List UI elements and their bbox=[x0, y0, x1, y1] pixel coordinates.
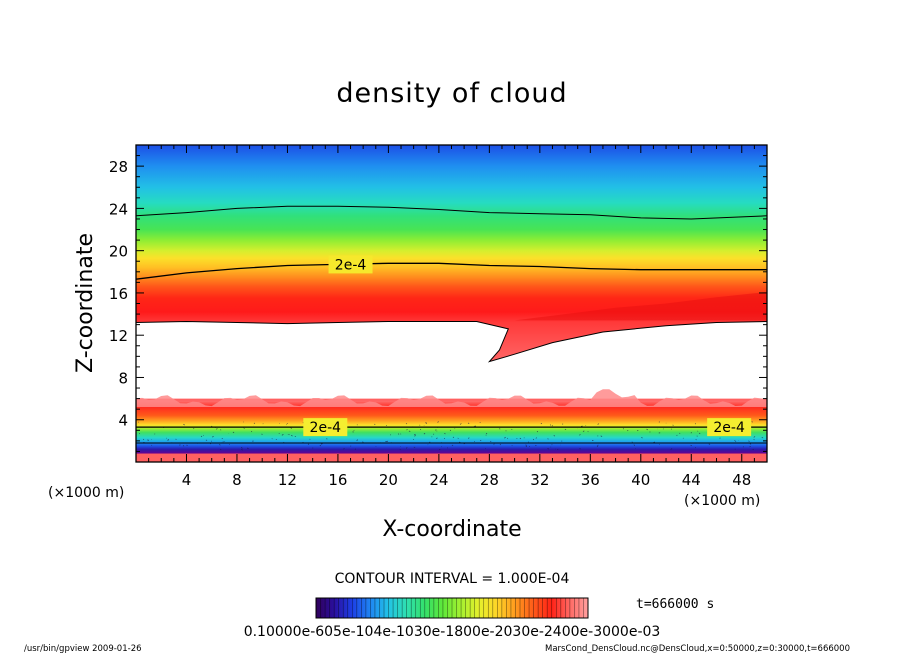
upper-cloud-core bbox=[514, 291, 767, 321]
contour-label-bg bbox=[328, 255, 373, 274]
contour-line-2e-4-upper bbox=[136, 262, 767, 280]
x-tick-label: 44 bbox=[682, 471, 701, 489]
cloud-free-region bbox=[136, 321, 767, 399]
x-tick-label: 16 bbox=[328, 471, 347, 489]
colorbar-ticks bbox=[320, 598, 584, 618]
lower-cloud-turbulence bbox=[136, 420, 764, 451]
chart-title: density of cloud bbox=[336, 78, 567, 109]
y-tick-label: 12 bbox=[109, 327, 128, 345]
y-tick-label: 8 bbox=[118, 369, 128, 387]
footer-right: MarsCond_DensCloud.nc@DensCloud,x=0:5000… bbox=[545, 644, 850, 654]
contour-label: 2e-4 bbox=[310, 420, 342, 436]
contour-line-cloud-edge bbox=[136, 320, 767, 363]
lower-cloud-top-texture bbox=[136, 389, 767, 408]
x-axis-label: X-coordinate bbox=[382, 517, 521, 542]
x-axis-unit: (×1000 m) bbox=[684, 493, 760, 509]
x-tick-label: 48 bbox=[732, 471, 751, 489]
contour-interval: CONTOUR INTERVAL = 1.000E-04 bbox=[335, 571, 570, 587]
y-axis-unit: (×1000 m) bbox=[48, 485, 124, 501]
time-label: t=666000 s bbox=[636, 597, 714, 612]
x-tick-label: 8 bbox=[232, 471, 242, 489]
x-tick-label: 20 bbox=[379, 471, 398, 489]
y-tick-label: 24 bbox=[109, 200, 128, 218]
colorbar-tick-labels: 0.10000e-605e-104e-1030e-1800e-2030e-240… bbox=[244, 624, 661, 640]
x-tick-label: 4 bbox=[182, 471, 192, 489]
y-tick-label: 20 bbox=[109, 243, 128, 261]
contour-line-upper bbox=[136, 205, 767, 220]
y-axis-label: Z-coordinate bbox=[73, 233, 98, 373]
x-tick-label: 40 bbox=[631, 471, 650, 489]
contour-label: 2e-4 bbox=[335, 257, 367, 273]
x-tick-label: 12 bbox=[278, 471, 297, 489]
x-tick-label: 36 bbox=[581, 471, 600, 489]
contour-label-bg bbox=[303, 418, 348, 437]
y-tick-label: 16 bbox=[109, 285, 128, 303]
x-tick-label: 32 bbox=[530, 471, 549, 489]
x-tick-label: 28 bbox=[480, 471, 499, 489]
contour-label-bg bbox=[707, 418, 752, 437]
footer-left: /usr/bin/gpview 2009-01-26 bbox=[24, 644, 142, 654]
x-tick-label: 24 bbox=[429, 471, 448, 489]
contour-label: 2e-4 bbox=[713, 420, 745, 436]
plot-area: 2e-42e-4 2e-4 4 8 12 16 20 24 28 32 36 40 44 48 4812… bbox=[109, 144, 768, 489]
y-tick-label: 4 bbox=[118, 412, 128, 430]
y-tick-label: 28 bbox=[109, 158, 128, 176]
